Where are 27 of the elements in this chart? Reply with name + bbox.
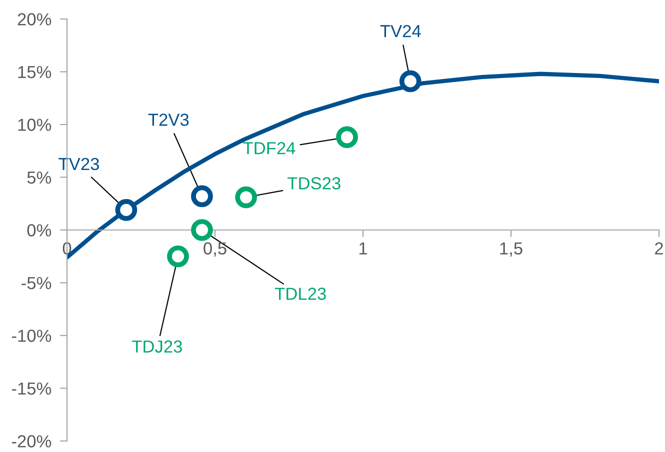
annotation: TDS23 <box>288 177 340 190</box>
y-tick-label: 0% <box>27 224 52 236</box>
x-tick-label: 0,5 <box>204 242 226 257</box>
point <box>191 219 213 241</box>
annotation: TV23 <box>58 158 99 170</box>
y-tick-label: -10% <box>12 330 52 342</box>
annotation: TDF24 <box>243 142 296 154</box>
annotation: T2V3 <box>148 114 189 126</box>
point <box>235 186 258 208</box>
point <box>336 126 358 148</box>
x-tick-label: 1,5 <box>500 242 522 257</box>
y-tick-label: -20% <box>12 435 52 448</box>
y-tick-label: -15% <box>12 382 52 395</box>
annotation: TV24 <box>380 25 421 38</box>
annotation: TDL23 <box>274 288 326 300</box>
y-tick-label: 10% <box>18 118 52 131</box>
x-tick-label: 2 <box>655 242 663 254</box>
y-tick-label: 20% <box>18 13 52 26</box>
annotation: TDJ23 <box>132 340 182 353</box>
point <box>167 245 189 268</box>
point <box>191 185 213 208</box>
point <box>399 70 422 92</box>
y-tick-label: -5% <box>22 276 52 290</box>
point <box>115 199 138 221</box>
y-tick-label: 5% <box>27 171 52 184</box>
y-tick-label: 15% <box>18 66 52 78</box>
x-tick-label: 1 <box>359 242 367 254</box>
